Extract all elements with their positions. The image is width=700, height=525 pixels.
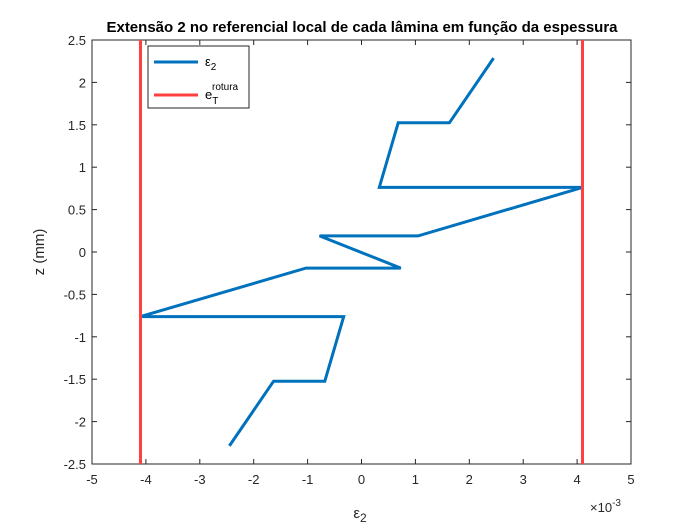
y-tick-label: 0 [79,245,86,260]
series-line-0 [140,57,583,447]
y-axis-label: z (mm) [31,229,48,276]
x-tick-label: -5 [86,472,98,487]
legend-entry-eps2-sub: 2 [211,62,217,73]
x-tick-label: 4 [573,472,580,487]
x-exponent-base: ×10 [590,500,612,515]
x-tick-label: -3 [194,472,206,487]
x-tick-label: 1 [412,472,419,487]
y-tick-label: -0.5 [64,287,86,302]
y-tick-label: 1.5 [68,118,86,133]
x-axis-label-sub: 2 [360,511,367,525]
x-tick-label: 3 [520,472,527,487]
legend: ε2 eTrotura [147,45,250,109]
y-tick-label: -1 [74,330,86,345]
x-tick-label: 5 [627,472,634,487]
legend-entry-rotura: eTrotura [205,82,239,107]
legend-entry-rotura-sub: T [212,96,218,107]
x-tick-label: 2 [466,472,473,487]
legend-entry-rotura-sup: rotura [212,82,239,93]
y-tick-label: 2 [79,75,86,90]
x-tick-label: -4 [140,472,152,487]
legend-box [147,45,250,109]
y-tick-label: 2.5 [68,33,86,48]
ticks-layer: -5 -4 -3 -2 -1 0 1 2 3 4 5 -2.5 -2 -1.5 -1 -0.5 0 0.5 1 1.5… [64,33,635,487]
legend-entry-rotura-base: e [205,87,212,102]
x-axis-label: ε2 [353,505,367,525]
x-tick-label: -2 [248,472,260,487]
y-tick-label: -2 [74,415,86,430]
y-tick-label: 1 [79,160,86,175]
series-layer [139,40,584,464]
x-exponent-label: ×10-3 [590,498,621,515]
x-tick-label: 0 [358,472,365,487]
x-axis-label-base: ε [353,505,360,522]
x-exponent-exp: -3 [612,498,621,509]
legend-entry-eps2: ε2 [205,54,217,73]
x-tick-label: -1 [302,472,314,487]
y-tick-label: -2.5 [64,457,86,472]
chart-title: Extensão 2 no referencial local de cada … [106,19,618,36]
y-tick-label: -1.5 [64,372,86,387]
legend-entry-eps2-base: ε [205,54,211,69]
y-tick-label: 0.5 [68,203,86,218]
